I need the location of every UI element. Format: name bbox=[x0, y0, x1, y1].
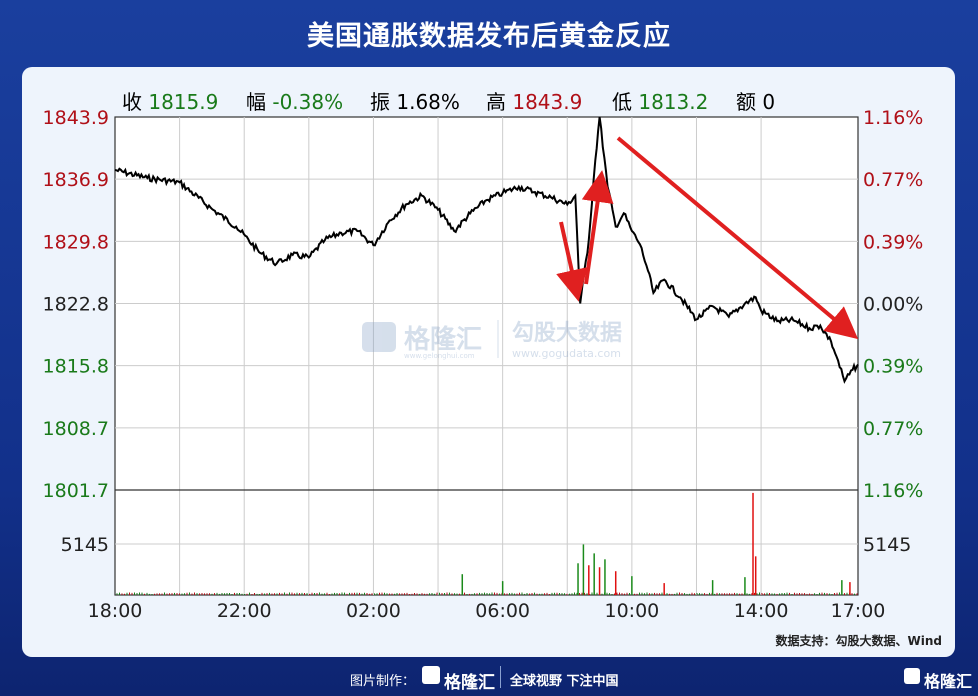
right-tick-label: 0.00% bbox=[863, 294, 923, 316]
divider bbox=[500, 666, 501, 688]
x-tick-label: 17:00 bbox=[831, 600, 886, 622]
right-tick-label: 1.16% bbox=[863, 107, 923, 129]
corner-brand: 格隆汇 bbox=[924, 672, 973, 691]
stat-close: 收 1815.9 bbox=[122, 90, 219, 114]
volume-tick-label: 5145 bbox=[863, 534, 911, 556]
made-by-label: 图片制作： bbox=[350, 674, 416, 689]
page-title: 美国通胀数据发布后黄金反应 bbox=[307, 21, 671, 52]
left-tick-label: 1801.7 bbox=[43, 480, 109, 502]
x-tick-label: 10:00 bbox=[604, 600, 659, 622]
right-tick-label: 0.39% bbox=[863, 356, 923, 378]
stat-amount: 额 0 bbox=[736, 90, 776, 114]
annotation-arrows bbox=[556, 136, 859, 340]
left-tick-label: 1836.9 bbox=[43, 169, 109, 191]
right-tick-label: 0.39% bbox=[863, 231, 923, 253]
source-note: 数据支持：勾股大数据、Wind bbox=[776, 633, 942, 648]
watermark: 格隆汇 www.gelonghui.com 勾股大数据 www.gogudata… bbox=[362, 320, 622, 360]
watermark-data-brand: 勾股大数据 bbox=[512, 320, 622, 346]
left-tick-label: 1829.8 bbox=[43, 231, 109, 253]
watermark-logo-icon bbox=[362, 322, 396, 352]
x-tick-label: 18:00 bbox=[88, 600, 143, 622]
arrow-spike bbox=[581, 170, 614, 285]
brand-logo-icon bbox=[422, 666, 440, 684]
footer-slogan: 全球视野 下注中国 bbox=[510, 674, 619, 689]
x-tick-label: 22:00 bbox=[217, 600, 272, 622]
right-tick-label: 1.16% bbox=[863, 480, 923, 502]
watermark-brand: 格隆汇 bbox=[404, 324, 482, 355]
left-tick-label: 1843.9 bbox=[43, 107, 109, 129]
right-tick-label: 0.77% bbox=[863, 418, 923, 440]
left-tick-label: 1822.8 bbox=[43, 294, 109, 316]
corner-logo-icon bbox=[904, 668, 920, 684]
watermark-brand-url: www.gelonghui.com bbox=[404, 352, 475, 360]
x-tick-label: 14:00 bbox=[734, 600, 789, 622]
axis-labels: 1843.9 1.16% 1836.9 0.77% 1829.8 0.39% 1822.8 0… bbox=[43, 107, 924, 622]
footer: 图片制作： 格隆汇 全球视野 下注中国 格隆汇 bbox=[0, 662, 978, 696]
stat-high: 高 1843.9 bbox=[486, 90, 583, 114]
x-tick-label: 02:00 bbox=[346, 600, 401, 622]
volume-bars bbox=[116, 492, 858, 595]
stat-low: 低 1813.2 bbox=[612, 90, 709, 114]
stat-amplitude: 振 1.68% bbox=[370, 90, 460, 114]
volume-tick-label: 5145 bbox=[61, 534, 109, 556]
left-tick-label: 1815.8 bbox=[43, 356, 109, 378]
watermark-data-url: www.gogudata.com bbox=[512, 347, 621, 360]
grid bbox=[114, 116, 859, 596]
footer-brand: 格隆汇 bbox=[444, 673, 495, 693]
x-tick-label: 06:00 bbox=[475, 600, 530, 622]
arrow-drop bbox=[556, 221, 588, 302]
stat-change: 幅 -0.38% bbox=[246, 90, 344, 114]
plot-area bbox=[114, 116, 859, 596]
left-tick-label: 1808.7 bbox=[43, 418, 109, 440]
arrow-decline bbox=[616, 136, 859, 340]
right-tick-label: 0.77% bbox=[863, 169, 923, 191]
price-line bbox=[114, 116, 859, 384]
